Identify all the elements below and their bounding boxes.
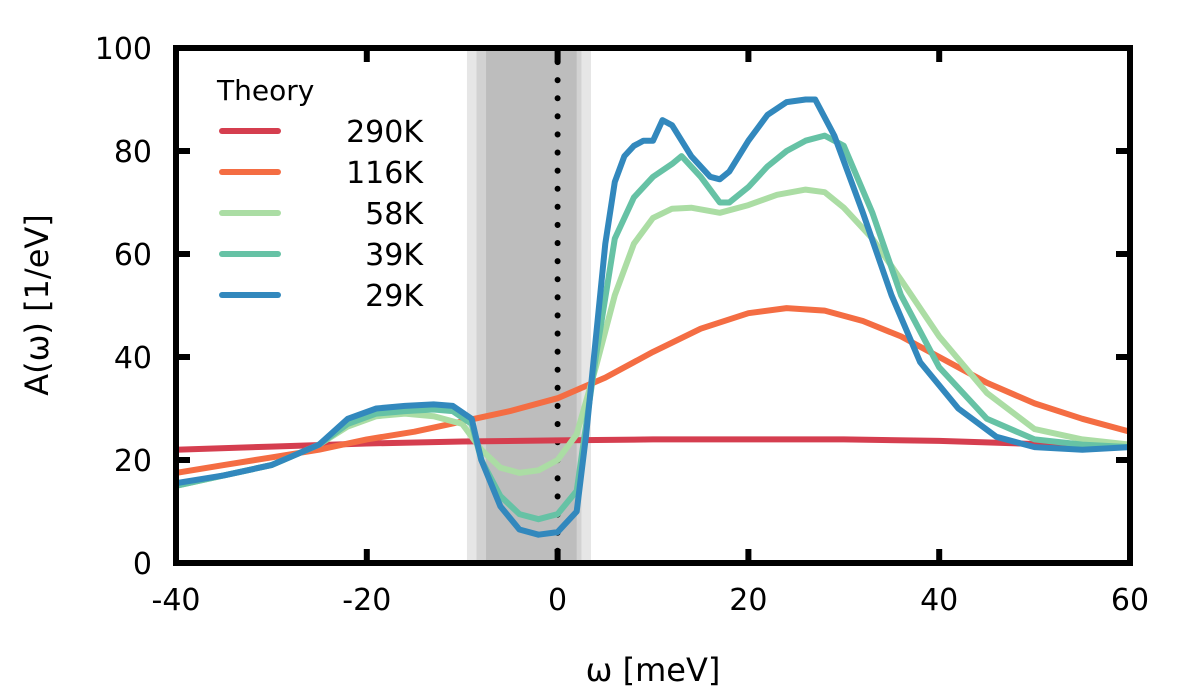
y-tick-label: 40: [114, 341, 152, 376]
y-tick-label: 20: [114, 444, 152, 479]
series-line-29K: [176, 96, 1130, 538]
series-line-116K: [176, 305, 1130, 476]
band-inner: [486, 48, 577, 563]
legend-label-58K: 58K: [365, 197, 424, 232]
x-tick-label: 60: [1111, 583, 1149, 618]
y-tick-label: 0: [133, 547, 152, 582]
legend-label-29K: 29K: [365, 279, 424, 314]
legend-label-116K: 116K: [346, 156, 424, 191]
y-tick-label: 100: [95, 32, 152, 67]
x-axis-label: ω [meV]: [586, 651, 721, 689]
y-tick-label: 80: [114, 135, 152, 170]
legend-title: Theory: [216, 74, 314, 107]
y-tick-label: 60: [114, 238, 152, 273]
x-tick-label: -40: [152, 583, 201, 618]
x-tick-label: 0: [548, 583, 567, 618]
axis-ticks: -40 -20 0 20 40 60 0 20 40 60 80 100: [95, 32, 1149, 618]
series-lines: [176, 96, 1130, 538]
x-tick-label: 40: [920, 583, 958, 618]
shaded-band: [466, 48, 591, 563]
legend-label-39K: 39K: [365, 238, 424, 273]
x-tick-label: 20: [729, 583, 767, 618]
plot-frame: [173, 45, 1133, 566]
legend: Theory 290K 116K 58K 39K 29K: [216, 74, 424, 314]
y-axis-label: A(ω) [1/eV]: [18, 214, 56, 396]
legend-label-290K: 290K: [346, 115, 424, 150]
series-line-39K: [176, 132, 1130, 523]
x-tick-label: -20: [342, 583, 391, 618]
